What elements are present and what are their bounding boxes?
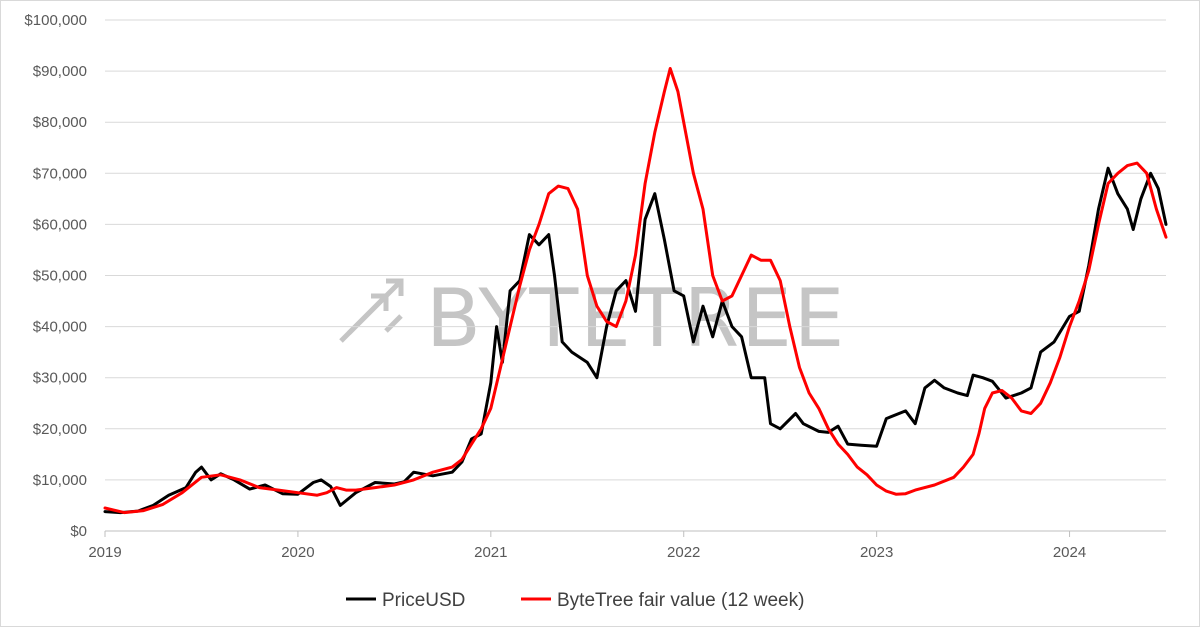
y-tick-label: $30,000 <box>33 370 87 387</box>
watermark-text: BYTETREE <box>426 272 846 365</box>
x-axis: 2019 2020 2021 2022 2023 2024 <box>88 530 1166 561</box>
legend-label-fair-value: ByteTree fair value (12 week) <box>557 590 804 611</box>
y-tick-label: $80,000 <box>33 114 87 131</box>
y-tick-label: $0 <box>70 523 87 540</box>
grid-lines <box>105 19 1166 481</box>
x-tick-label: 2024 <box>1053 544 1086 561</box>
watermark-arrows-icon <box>339 278 404 343</box>
x-tick-label: 2019 <box>88 544 121 561</box>
x-tick-label: 2022 <box>667 544 700 561</box>
y-tick-label: $90,000 <box>33 63 87 80</box>
y-tick-label: $70,000 <box>33 165 87 182</box>
series-lines <box>103 67 1168 515</box>
y-tick-label: $10,000 <box>33 472 87 489</box>
bytetree-watermark: BYTETREE <box>339 272 846 365</box>
y-tick-label: $40,000 <box>33 319 87 336</box>
y-tick-label: $60,000 <box>33 216 87 233</box>
legend: PriceUSD ByteTree fair value (12 week) <box>346 590 804 611</box>
x-tick-label: 2020 <box>281 544 314 561</box>
y-axis-tick-labels: $0 $10,000 $20,000 $30,000 $40,000 $50,000 $60… <box>24 12 87 540</box>
x-tick-label: 2021 <box>474 544 507 561</box>
y-tick-label: $20,000 <box>33 421 87 438</box>
legend-label-priceusd: PriceUSD <box>382 590 465 611</box>
y-tick-label: $100,000 <box>24 12 87 29</box>
series-line-priceusd <box>103 166 1168 515</box>
x-tick-label: 2023 <box>860 544 893 561</box>
y-tick-label: $50,000 <box>33 268 87 285</box>
series-line-fair-value <box>103 67 1168 515</box>
